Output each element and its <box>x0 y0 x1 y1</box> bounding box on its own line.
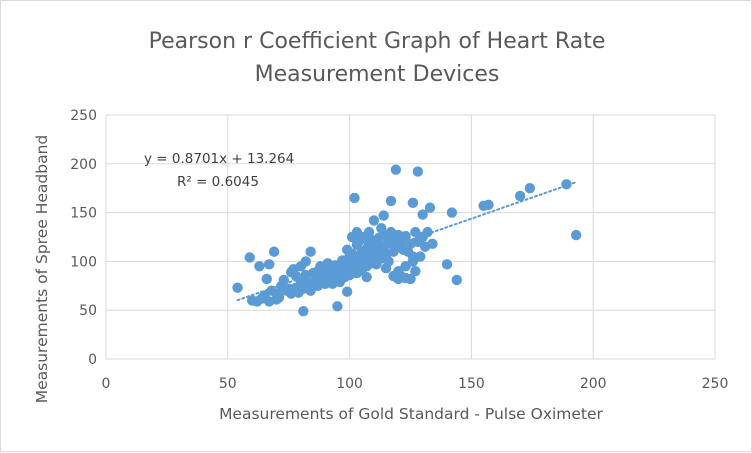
data-point <box>417 209 428 220</box>
y-tick-label: 0 <box>88 352 97 368</box>
data-point <box>366 234 377 246</box>
data-point <box>380 263 392 274</box>
data-point <box>514 190 526 202</box>
y-tick-label: 50 <box>79 303 97 319</box>
data-point <box>407 197 419 209</box>
data-point <box>254 261 265 272</box>
data-point <box>446 207 458 218</box>
data-point <box>349 192 360 204</box>
chart-title-line-1: Pearson r Coefficient Graph of Heart Rat… <box>149 29 606 54</box>
data-point <box>415 251 426 262</box>
data-point <box>378 210 389 221</box>
data-point <box>244 252 255 263</box>
data-point <box>300 256 311 267</box>
y-tick-label: 200 <box>70 157 97 173</box>
data-point <box>427 238 438 250</box>
y-axis-title: Measurements of Spree Headband <box>33 135 51 404</box>
x-tick-label: 50 <box>219 376 237 392</box>
data-point <box>264 259 275 270</box>
data-point <box>361 271 372 283</box>
data-point <box>422 226 433 238</box>
data-point <box>400 261 411 272</box>
data-point <box>407 251 419 262</box>
r-squared-label: R² = 0.6045 <box>177 174 259 190</box>
data-point <box>232 282 243 293</box>
data-point <box>410 226 421 238</box>
x-tick-label: 0 <box>102 376 111 392</box>
data-point <box>261 273 272 285</box>
y-tick-label: 100 <box>70 254 97 270</box>
data-point <box>424 202 436 213</box>
data-point <box>332 301 343 312</box>
data-point <box>400 272 411 284</box>
data-point <box>570 229 582 241</box>
data-point <box>298 305 309 317</box>
data-point <box>278 274 290 286</box>
data-point <box>412 166 424 177</box>
x-axis-title: Measurements of Gold Standard - Pulse Ox… <box>219 405 603 423</box>
x-tick-label: 250 <box>702 376 729 392</box>
data-point <box>483 199 494 210</box>
data-point <box>385 195 397 207</box>
data-point <box>341 286 353 297</box>
data-points <box>232 164 582 317</box>
y-tick-label: 150 <box>70 206 97 222</box>
data-point <box>351 226 363 238</box>
data-point <box>368 215 380 226</box>
data-point <box>441 259 453 270</box>
x-tick-label: 100 <box>336 376 363 392</box>
gridlines <box>105 114 716 360</box>
data-point <box>451 274 462 286</box>
data-point <box>341 261 353 272</box>
trendline-equation: y = 0.8701x + 13.264 <box>144 151 294 167</box>
data-point <box>305 246 316 257</box>
data-point <box>561 179 572 190</box>
y-tick-label: 250 <box>70 108 97 124</box>
tick-labels: 0 50 100 150 200 250 0 50 100 150 200 250 <box>70 108 728 392</box>
data-point <box>524 183 536 194</box>
data-point <box>410 265 421 277</box>
data-point <box>363 226 375 238</box>
data-point <box>371 259 382 270</box>
data-point <box>273 292 285 303</box>
data-point <box>400 230 411 242</box>
data-point <box>268 246 280 257</box>
data-point <box>390 164 402 175</box>
x-tick-label: 150 <box>458 376 485 392</box>
chart-title-line-2: Measurement Devices <box>255 62 500 87</box>
x-tick-label: 200 <box>580 376 607 392</box>
